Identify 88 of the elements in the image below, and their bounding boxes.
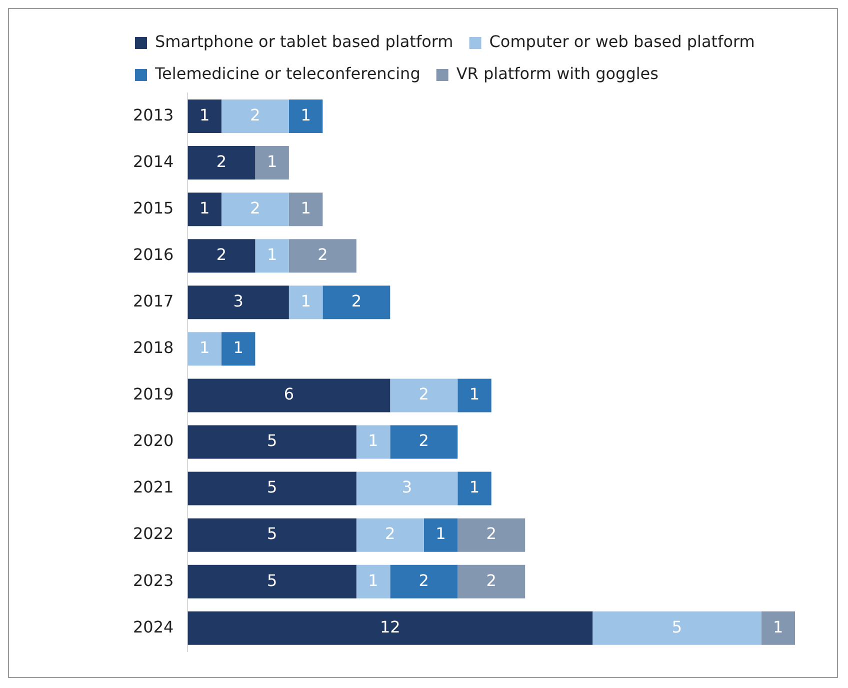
y-tick-label: 2019: [133, 384, 174, 404]
bar: [458, 518, 526, 552]
bar: [390, 564, 458, 598]
data-label: 1: [199, 338, 210, 358]
bar: [188, 611, 593, 645]
data-label: 2: [216, 152, 227, 171]
data-label: 5: [266, 570, 278, 590]
data-label: 1: [199, 198, 210, 218]
bar: [356, 472, 458, 506]
y-tick-label: 2016: [133, 245, 174, 264]
data-label: 2: [351, 292, 362, 311]
data-label: 2: [418, 384, 429, 404]
bar: [288, 192, 323, 226]
data-label: 1: [199, 105, 210, 124]
data-label: 2: [318, 245, 328, 264]
bar: [188, 332, 222, 366]
bar: [390, 378, 458, 412]
data-label: 2: [250, 198, 260, 218]
data-label: 1: [368, 431, 378, 450]
bar: [458, 472, 492, 506]
data-label: 2: [385, 524, 396, 544]
bar: [221, 100, 289, 134]
bar: [188, 286, 289, 320]
data-label: 1: [266, 245, 278, 264]
legend-label: Computer or web based platform: [489, 32, 755, 52]
data-label: 2: [216, 245, 227, 264]
y-tick-label: 2018: [133, 338, 174, 358]
bar: [188, 425, 356, 459]
data-label: 5: [266, 478, 278, 497]
data-label: 2: [250, 105, 260, 124]
bar: [188, 472, 356, 506]
legend-label: VR platform with goggles: [456, 64, 658, 84]
legend-label: Smartphone or tablet based platform: [155, 32, 454, 52]
data-label: 1: [436, 524, 446, 544]
data-label: 6: [284, 384, 294, 404]
bar: [356, 564, 390, 598]
bar: [322, 286, 390, 320]
y-tick-label: 2022: [133, 524, 174, 544]
y-tick-label: 2014: [133, 152, 174, 171]
bar: [288, 100, 323, 134]
data-label: 5: [266, 431, 278, 450]
data-label: 1: [469, 478, 480, 497]
bar: [356, 425, 390, 459]
bar: [221, 192, 289, 226]
bar: [458, 564, 526, 598]
data-label: 1: [266, 152, 278, 171]
bar: [761, 611, 795, 645]
data-label: 1: [233, 338, 244, 358]
data-label: 2: [486, 524, 496, 544]
bar: [288, 239, 356, 273]
bar: [592, 611, 762, 645]
data-label: 1: [368, 570, 378, 590]
data-label: 3: [402, 478, 412, 497]
data-label: 2: [418, 431, 429, 450]
data-label: 2: [418, 570, 429, 590]
y-tick-label: 2021: [133, 478, 174, 497]
y-tick-label: 2013: [133, 105, 174, 124]
y-tick-label: 2020: [133, 431, 174, 450]
bar: [188, 146, 256, 180]
bar: [188, 239, 256, 273]
bar: [188, 518, 356, 552]
data-label: 2: [486, 570, 496, 590]
bar: [424, 518, 458, 552]
bar: [458, 378, 492, 412]
data-label: 1: [773, 617, 784, 636]
bar: [255, 239, 289, 273]
data-label: 1: [300, 198, 311, 218]
y-tick-label: 2024: [133, 617, 174, 636]
bar: [188, 100, 222, 134]
data-label: 5: [266, 524, 278, 544]
data-label: 1: [300, 105, 311, 124]
data-label: 1: [469, 384, 480, 404]
data-label: 3: [233, 292, 244, 311]
bar: [188, 564, 356, 598]
bar: [288, 286, 323, 320]
y-tick-label: 2017: [133, 292, 174, 311]
data-label: 5: [672, 617, 682, 636]
y-tick-label: 2015: [133, 198, 174, 218]
y-tick-label: 2023: [133, 570, 174, 590]
bar: [356, 518, 424, 552]
legend-label: Telemedicine or teleconferencing: [154, 64, 420, 84]
data-label: 1: [300, 292, 311, 311]
bar: [188, 378, 390, 412]
bar: [188, 192, 222, 226]
bar: [255, 146, 289, 180]
bar: [390, 425, 458, 459]
bar: [221, 332, 256, 366]
data-label: 12: [380, 617, 400, 636]
